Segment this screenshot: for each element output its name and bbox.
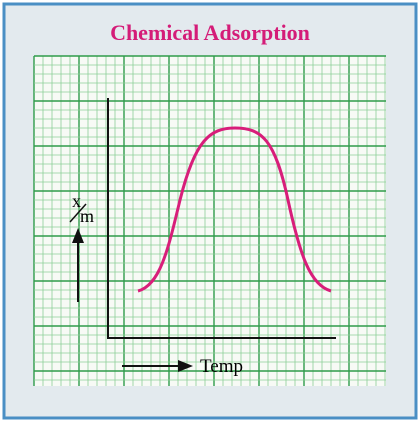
adsorption-curve [137,126,332,293]
title: Chemical Adsorption [110,20,310,45]
y-arrowhead [72,228,84,243]
x-label: Temp [200,356,243,377]
grid [33,55,386,386]
y-label-denominator: m [80,206,94,226]
graph-paper [34,56,386,386]
fraction-slash [69,203,87,223]
y-label-numerator: x [72,191,81,211]
x-arrowhead [178,360,193,372]
